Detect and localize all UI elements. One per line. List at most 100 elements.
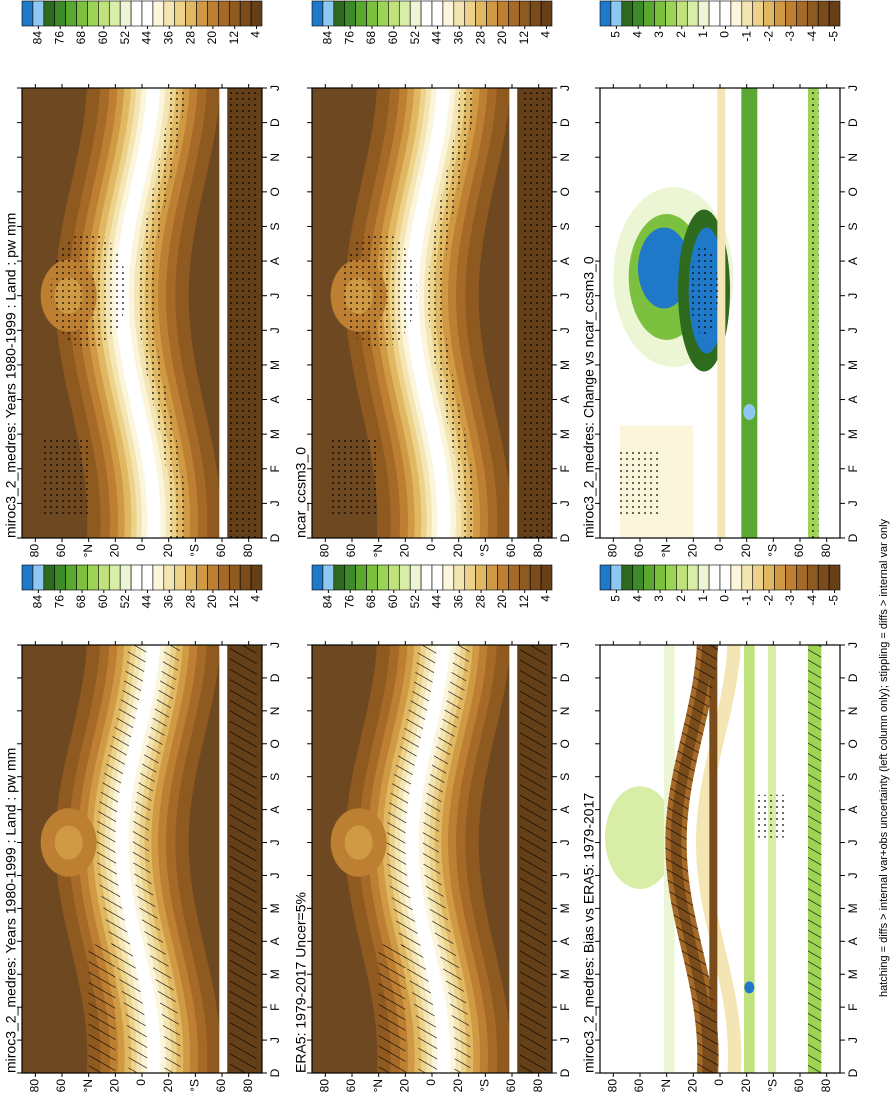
x-tick-label: D — [846, 673, 860, 682]
colorbar-label: 12 — [517, 31, 531, 45]
colorbar-box — [828, 564, 841, 591]
colorbar-box — [174, 564, 186, 591]
x-tick-label: F — [558, 1003, 572, 1010]
y-tick-label: 20 — [686, 544, 700, 558]
colorbar-label: 12 — [517, 595, 531, 609]
x-tick-label: M — [268, 429, 282, 439]
field-band — [138, 88, 186, 538]
x-tick-label: M — [558, 903, 572, 913]
colorbar-box — [185, 564, 197, 591]
x-tick-label: A — [846, 806, 860, 814]
colorbar-box — [730, 564, 743, 591]
y-tick-label: 60 — [344, 1079, 358, 1093]
colorbar-box — [344, 564, 356, 591]
colorbar-box — [643, 0, 655, 27]
colorbar-box — [333, 564, 346, 591]
x-tick-label: M — [846, 969, 860, 979]
x-tick-label: J — [846, 327, 860, 333]
field-band — [386, 645, 438, 1073]
x-tick-label: J — [558, 840, 572, 846]
y-tick-label: 80 — [606, 544, 620, 558]
y-tick-label: 80 — [819, 544, 833, 558]
colorbar-box — [610, 564, 623, 591]
colorbar-label: 52 — [408, 595, 422, 609]
colorbar-box — [333, 0, 346, 27]
colorbar-box — [464, 564, 476, 591]
y-tick-label: 20 — [739, 544, 753, 558]
colorbar-box — [719, 564, 732, 591]
x-tick-label: D — [846, 1068, 860, 1077]
field-patch — [509, 88, 518, 538]
colorbar-label: 76 — [52, 595, 66, 609]
colorbar-label: 12 — [227, 31, 241, 45]
colorbar-label: -3 — [783, 31, 797, 42]
colorbar-box — [65, 0, 77, 27]
colorbar-box — [431, 564, 444, 591]
colorbar-box — [32, 564, 45, 591]
field-band — [132, 645, 181, 1073]
x-tick-label: J — [268, 500, 282, 506]
x-tick-label: A — [558, 257, 572, 265]
colorbar-label: -5 — [827, 595, 841, 606]
x-tick-label: J — [846, 872, 860, 878]
colorbar-label: 5 — [609, 595, 623, 602]
colorbar-label: 44 — [140, 595, 154, 609]
colorbar-label: 20 — [495, 595, 509, 609]
y-tick-label: 20 — [398, 1079, 412, 1093]
x-tick-label: M — [558, 429, 572, 439]
colorbar-label: 60 — [96, 595, 110, 609]
field-patch — [230, 645, 257, 1073]
field-patch — [344, 825, 373, 860]
x-tick-label: M — [846, 903, 860, 913]
field — [22, 645, 262, 1073]
colorbar-box — [21, 564, 34, 591]
colorbar-label: -2 — [761, 595, 775, 606]
colorbar-box — [486, 0, 498, 27]
colorbar-box — [21, 0, 34, 27]
colorbar-label: 76 — [342, 31, 356, 45]
colorbar-box — [785, 0, 797, 27]
colorbar-label: 3 — [652, 595, 666, 602]
colorbar-box — [207, 564, 219, 591]
x-tick-label: D — [558, 118, 572, 127]
x-tick-label: S — [558, 222, 572, 230]
colorbar-box — [486, 564, 498, 591]
colorbar-label: 4 — [249, 595, 263, 602]
colorbar-box — [409, 564, 422, 591]
y-tick-label: 0 — [134, 1079, 148, 1086]
field-band — [115, 645, 161, 1073]
x-tick-label: D — [846, 118, 860, 127]
colorbar-label: 44 — [430, 31, 444, 45]
colorbar-box — [730, 0, 743, 27]
y-tick-label: 0 — [134, 544, 148, 551]
y-tick-label: °S — [766, 544, 780, 557]
colorbar-box — [453, 0, 466, 27]
colorbar-box — [98, 564, 110, 591]
colorbar-box — [665, 0, 677, 27]
colorbar-box — [43, 0, 56, 27]
field-patch — [42, 439, 89, 516]
panel-title: ncar_ccsm3_0 — [293, 447, 309, 538]
colorbar-box — [377, 564, 389, 591]
colorbar-label: -1 — [739, 595, 753, 606]
field-patch — [709, 645, 718, 1073]
x-tick-label: O — [558, 739, 572, 748]
x-tick-label: J — [268, 1037, 282, 1043]
colorbar-label: 20 — [495, 31, 509, 45]
colorbar-box — [599, 0, 612, 27]
colorbar-box — [250, 0, 263, 27]
colorbar-label: 0 — [718, 595, 732, 602]
x-tick-label: J — [558, 327, 572, 333]
colorbar-box — [152, 0, 165, 27]
colorbar-box — [708, 0, 721, 27]
colorbar-box — [54, 0, 66, 27]
colorbar-label: 44 — [430, 595, 444, 609]
x-tick-label: S — [846, 222, 860, 230]
colorbar-box — [828, 0, 841, 27]
colorbar-box — [65, 564, 77, 591]
x-tick-label: O — [846, 739, 860, 748]
colorbar-box — [54, 564, 66, 591]
field-band — [104, 88, 172, 538]
x-tick-label: A — [846, 396, 860, 404]
y-tick-label: 20 — [451, 544, 465, 558]
